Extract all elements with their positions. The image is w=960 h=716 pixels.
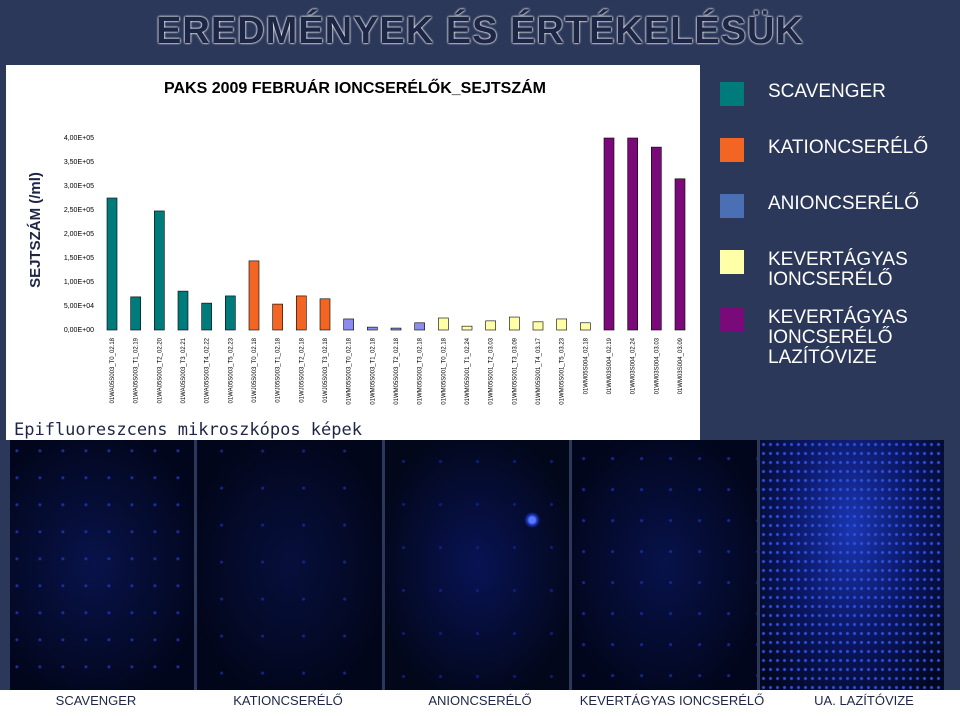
bar: [130, 296, 141, 331]
bar: [414, 322, 425, 331]
x-tick-label: 01WM05S001_T3_03.09: [512, 337, 518, 404]
x-tick-label: 01WM05S003_T2_02.18: [394, 337, 400, 404]
bar: [438, 317, 449, 331]
image-label: ANIONCSERÉLŐ: [428, 693, 532, 708]
bar: [225, 295, 236, 331]
legend-item: KATIONCSERÉLŐ: [720, 138, 955, 194]
x-tick-label: 01WA05S003_T2_02.20: [157, 337, 163, 403]
bar: [485, 320, 496, 331]
x-tick-label: 01WM03S004_02.24: [631, 337, 637, 394]
bar: [532, 321, 544, 331]
x-tick-label: 01WM03S004_03.03: [654, 337, 660, 394]
legend-item: KEVERTÁGYAS IONCSERÉLŐ: [720, 250, 955, 308]
x-tick-label: 01WM05S004_02.18: [583, 337, 589, 394]
bar: [674, 178, 686, 331]
bar: [272, 303, 283, 331]
y-tick-label: 4,00E+05: [64, 135, 94, 142]
micrograph: [10, 440, 195, 690]
bar: [343, 318, 354, 331]
y-tick-label: 5,00E+04: [64, 303, 94, 310]
image-label: UA. LAZÍTÓVIZE: [814, 693, 914, 708]
legend-item: SCAVENGER: [720, 82, 955, 138]
bar: [248, 260, 260, 331]
x-tick-label: 01WM03S004_03.09: [678, 337, 684, 394]
bar: [367, 326, 378, 331]
chart-title: PAKS 2009 FEBRUÁR IONCSERÉLŐK_SEJTSZÁM: [164, 78, 546, 97]
legend: SCAVENGER KATIONCSERÉLŐ ANIONCSERÉLŐ KEVERT…: [720, 82, 955, 378]
bar: [177, 290, 189, 331]
bar: [390, 327, 402, 331]
x-tick-label: 01WJ05S003_T1_02.18: [276, 337, 282, 402]
x-tick-label: 01WM05S003_T1_02.18: [370, 337, 376, 404]
legend-swatch: [720, 308, 744, 332]
image-label: KATIONCSERÉLŐ: [233, 693, 343, 708]
bar: [154, 210, 165, 331]
bar: [556, 318, 567, 331]
slide-title: EREDMÉNYEK ÉS ÉRTÉKELÉSÜK: [156, 10, 804, 52]
y-tick-label: 3,00E+05: [64, 183, 94, 190]
bar: [603, 137, 615, 331]
bar: [296, 295, 307, 331]
image-labels: SCAVENGER KATIONCSERÉLŐ ANIONCSERÉLŐ KEVERT…: [0, 690, 960, 716]
y-tick-label: 2,00E+05: [64, 231, 94, 238]
y-tick-label: 0,00E+00: [64, 327, 94, 334]
bar: [106, 197, 118, 331]
x-tick-label: 01WJ05S003_T3_02.18: [323, 337, 329, 402]
bar: [580, 322, 591, 331]
chart: PAKS 2009 FEBRUÁR IONCSERÉLŐK_SEJTSZÁM S…: [6, 65, 700, 415]
legend-label: KEVERTÁGYAS IONCSERÉLŐ LAZÍTÓVIZE: [768, 307, 908, 368]
bar: [509, 316, 520, 331]
x-tick-label: 01WA05S003_T3_02.21: [181, 337, 187, 403]
bar: [651, 146, 662, 331]
y-tick-label: 2,50E+05: [64, 207, 94, 214]
legend-label: SCAVENGER: [768, 81, 886, 102]
legend-swatch: [720, 194, 744, 218]
bar: [461, 325, 473, 331]
x-tick-label: 01WM05S003_T3_02.18: [418, 337, 424, 404]
y-axis-label: SEJTSZÁM (/ml): [27, 172, 44, 288]
legend-swatch: [720, 82, 744, 106]
x-tick-label: 01WJ05S003_T2_02.18: [299, 337, 305, 402]
x-tick-label: 01WA05S003_T5_02.23: [228, 337, 234, 403]
micrograph: [384, 440, 570, 690]
micrograph: [197, 440, 382, 690]
x-tick-label: 01WM05S001_T2_03.03: [489, 337, 495, 404]
legend-swatch: [720, 138, 744, 162]
bar: [201, 302, 212, 331]
x-tick-label: 01WJ05S003_T0_02.18: [252, 337, 258, 402]
micrograph: [572, 440, 757, 690]
x-tick-label: 01WM05S001_T0_02.18: [441, 337, 447, 404]
bar: [627, 137, 638, 331]
y-tick-label: 1,00E+05: [64, 279, 94, 286]
y-tick-label: 1,50E+05: [64, 255, 94, 262]
x-tick-label: 01WM05S001_T1_02.24: [465, 337, 471, 404]
x-tick-label: 01WM05S001_T5_03.23: [560, 337, 566, 404]
images-caption: Epifluoreszcens mikroszkópos képek: [6, 415, 700, 440]
image-label: SCAVENGER: [55, 693, 137, 708]
legend-label: KATIONCSERÉLŐ: [768, 137, 929, 158]
x-tick-label: 01WA05S003_T1_02.19: [134, 337, 140, 403]
x-tick-label: 01WM03S004_02.19: [607, 337, 613, 394]
micrograph-row: [10, 440, 945, 690]
legend-item: KEVERTÁGYAS IONCSERÉLŐ LAZÍTÓVIZE: [720, 308, 955, 378]
legend-label: ANIONCSERÉLŐ: [768, 193, 919, 214]
y-tick-label: 3,50E+05: [64, 159, 94, 166]
x-tick-label: 01WM05S003_T0_02.18: [347, 337, 353, 404]
legend-swatch: [720, 250, 744, 274]
image-label: KEVERTÁGYAS IONCSERÉLŐ: [579, 693, 765, 708]
x-tick-label: 01WA05S003_T4_02.22: [205, 337, 211, 403]
legend-label: KEVERTÁGYAS IONCSERÉLŐ: [768, 249, 908, 290]
x-tick-label: 01WA05S003_T0_02.18: [110, 337, 116, 403]
micrograph: [759, 440, 945, 690]
legend-item: ANIONCSERÉLŐ: [720, 194, 955, 250]
x-tick-label: 01WM05S001_T4_03.17: [536, 337, 542, 404]
bar: [319, 298, 331, 331]
